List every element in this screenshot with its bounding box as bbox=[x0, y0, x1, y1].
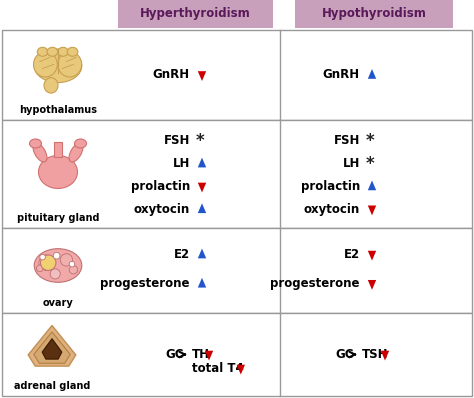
Polygon shape bbox=[198, 158, 206, 168]
Text: *: * bbox=[196, 132, 205, 150]
Text: *: * bbox=[366, 154, 374, 173]
Ellipse shape bbox=[69, 261, 75, 267]
Text: LH: LH bbox=[343, 157, 360, 170]
Text: *: * bbox=[366, 132, 374, 150]
Ellipse shape bbox=[58, 47, 68, 56]
Text: pituitary gland: pituitary gland bbox=[17, 213, 99, 223]
Ellipse shape bbox=[44, 78, 58, 93]
Ellipse shape bbox=[60, 254, 73, 266]
Text: GC: GC bbox=[165, 348, 183, 361]
Polygon shape bbox=[42, 339, 62, 359]
Ellipse shape bbox=[38, 156, 78, 189]
Ellipse shape bbox=[40, 254, 46, 260]
Ellipse shape bbox=[67, 47, 78, 56]
Ellipse shape bbox=[39, 255, 55, 271]
Ellipse shape bbox=[33, 143, 47, 162]
Polygon shape bbox=[368, 180, 376, 190]
Text: oxytocin: oxytocin bbox=[304, 203, 360, 216]
Ellipse shape bbox=[53, 252, 60, 259]
Ellipse shape bbox=[34, 249, 82, 282]
Ellipse shape bbox=[36, 265, 43, 272]
Polygon shape bbox=[368, 69, 376, 79]
FancyBboxPatch shape bbox=[295, 0, 453, 28]
Polygon shape bbox=[368, 251, 376, 261]
Text: FSH: FSH bbox=[164, 134, 190, 147]
Ellipse shape bbox=[47, 47, 58, 56]
Text: Hyperthyroidism: Hyperthyroidism bbox=[140, 8, 251, 21]
Text: E2: E2 bbox=[344, 248, 360, 261]
FancyBboxPatch shape bbox=[2, 313, 472, 396]
FancyBboxPatch shape bbox=[118, 0, 273, 28]
Polygon shape bbox=[198, 203, 206, 213]
Polygon shape bbox=[198, 278, 206, 288]
Polygon shape bbox=[198, 249, 206, 258]
Text: GC: GC bbox=[335, 348, 354, 361]
Text: progesterone: progesterone bbox=[100, 277, 190, 290]
Text: TSH: TSH bbox=[362, 348, 389, 361]
Polygon shape bbox=[381, 351, 389, 361]
Ellipse shape bbox=[50, 269, 60, 279]
Text: GnRH: GnRH bbox=[323, 68, 360, 82]
Text: prolactin: prolactin bbox=[301, 180, 360, 193]
Text: total T4: total T4 bbox=[192, 362, 244, 375]
FancyBboxPatch shape bbox=[2, 120, 472, 228]
Polygon shape bbox=[34, 332, 70, 363]
Ellipse shape bbox=[40, 255, 56, 270]
Polygon shape bbox=[205, 351, 213, 361]
Text: FSH: FSH bbox=[334, 134, 360, 147]
Ellipse shape bbox=[29, 139, 42, 148]
FancyBboxPatch shape bbox=[2, 30, 472, 120]
FancyBboxPatch shape bbox=[2, 228, 472, 313]
Polygon shape bbox=[368, 280, 376, 290]
Polygon shape bbox=[28, 326, 76, 366]
Text: GnRH: GnRH bbox=[153, 68, 190, 82]
Ellipse shape bbox=[69, 265, 78, 274]
Text: progesterone: progesterone bbox=[271, 277, 360, 290]
Text: hypothalamus: hypothalamus bbox=[19, 105, 97, 115]
Ellipse shape bbox=[34, 49, 82, 83]
Ellipse shape bbox=[74, 139, 86, 148]
Text: TH: TH bbox=[192, 348, 210, 361]
Ellipse shape bbox=[69, 143, 83, 162]
Polygon shape bbox=[368, 205, 376, 215]
Text: prolactin: prolactin bbox=[131, 180, 190, 193]
Polygon shape bbox=[237, 365, 245, 375]
Text: adrenal gland: adrenal gland bbox=[14, 381, 90, 391]
Ellipse shape bbox=[58, 52, 82, 77]
FancyBboxPatch shape bbox=[55, 142, 62, 157]
Text: Hypothyroidism: Hypothyroidism bbox=[321, 8, 427, 21]
Polygon shape bbox=[198, 183, 206, 193]
Polygon shape bbox=[198, 71, 206, 81]
Ellipse shape bbox=[37, 47, 48, 56]
Ellipse shape bbox=[34, 52, 57, 77]
Text: LH: LH bbox=[173, 157, 190, 170]
Text: oxytocin: oxytocin bbox=[134, 203, 190, 216]
Text: E2: E2 bbox=[174, 248, 190, 261]
Text: ovary: ovary bbox=[43, 298, 73, 308]
